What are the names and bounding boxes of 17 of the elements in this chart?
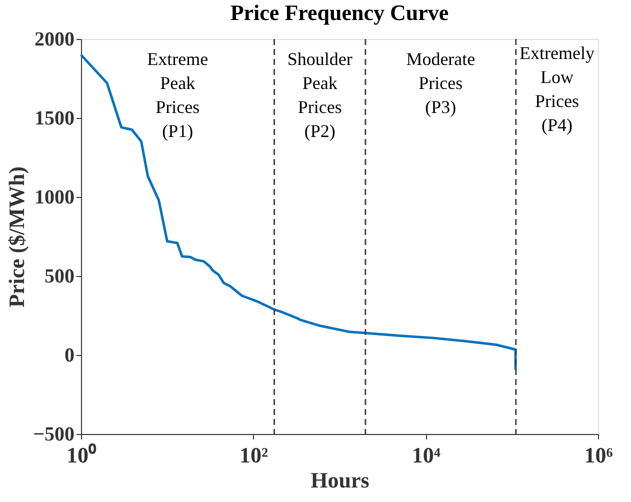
annotation: Moderate Prices (P3) (406, 49, 476, 117)
x-axis-title: Hours (310, 468, 370, 492)
y-tick-label: 1000 (34, 186, 74, 208)
y-tick-label: 1500 (34, 108, 74, 130)
annotation: Extremely Low Prices (P4) (519, 43, 594, 135)
y-tick-label: 0 (64, 344, 74, 366)
y-tick-label: 500 (44, 266, 74, 288)
annotation: Shoulder Peak Prices (P2) (287, 49, 352, 141)
y-axis-title: Price ($/MWh) (4, 166, 30, 308)
y-tick-label: −500 (33, 424, 74, 446)
x-tick-label: 10⁰ (66, 442, 96, 468)
x-tick-label: 10⁶ (584, 442, 614, 468)
x-tick-label: 10⁴ (412, 442, 441, 468)
annotation: Extreme Peak Prices (P1) (147, 49, 208, 141)
x-tick-label: 10² (240, 442, 269, 468)
chart-title: Price Frequency Curve (230, 0, 449, 25)
y-tick-label: 2000 (34, 28, 74, 50)
